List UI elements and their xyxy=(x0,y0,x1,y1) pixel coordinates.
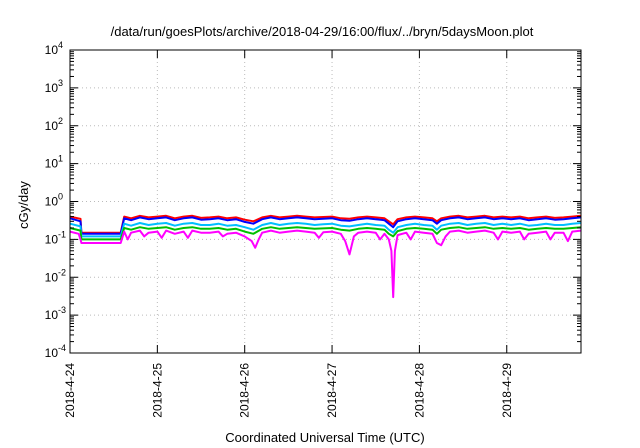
grid-lines xyxy=(70,50,581,353)
y-tick-exponent: 4 xyxy=(58,40,63,50)
y-tick-exponent: -1 xyxy=(58,229,66,239)
y-tick-label: 10 xyxy=(45,346,59,360)
y-tick-label: 10 xyxy=(45,43,59,57)
y-tick-label: 10 xyxy=(45,157,59,171)
y-tick-label: 10 xyxy=(45,270,59,284)
series-line-5 xyxy=(69,229,582,299)
y-tick-label: 10 xyxy=(45,232,59,246)
chart-title: /data/run/goesPlots/archive/2018-04-29/1… xyxy=(111,24,534,39)
x-tick-label: 2018-4-24 xyxy=(63,363,77,418)
series-lines xyxy=(69,214,582,299)
series-line-1 xyxy=(69,214,582,234)
y-tick-exponent: 2 xyxy=(58,116,63,126)
y-tick-label: 10 xyxy=(45,119,59,133)
x-axis-label: Coordinated Universal Time (UTC) xyxy=(225,430,424,445)
series-line-4 xyxy=(69,226,582,241)
x-tick-label: 2018-4-28 xyxy=(412,363,426,418)
series-line-3 xyxy=(69,222,582,238)
y-tick-label: 10 xyxy=(45,195,59,209)
y-axis-label: cGy/day xyxy=(16,181,31,229)
y-tick-label: 10 xyxy=(45,81,59,95)
y-tick-exponent: -4 xyxy=(58,343,66,353)
x-tick-label: 2018-4-26 xyxy=(238,363,252,418)
x-axis-ticks: 2018-4-24 2018-4-25 2018-4-26 2018-4-27 2018… xyxy=(63,50,514,418)
y-tick-exponent: 1 xyxy=(58,154,63,164)
y-tick-exponent: -3 xyxy=(58,305,66,315)
y-tick-exponent: 0 xyxy=(58,192,63,202)
x-tick-label: 2018-4-29 xyxy=(500,363,514,418)
y-tick-exponent: 3 xyxy=(58,78,63,88)
x-tick-label: 2018-4-27 xyxy=(325,363,339,418)
series-line-2 xyxy=(69,216,582,235)
x-tick-label: 2018-4-25 xyxy=(150,363,164,418)
y-tick-exponent: -2 xyxy=(58,267,66,277)
y-tick-label: 10 xyxy=(45,308,59,322)
